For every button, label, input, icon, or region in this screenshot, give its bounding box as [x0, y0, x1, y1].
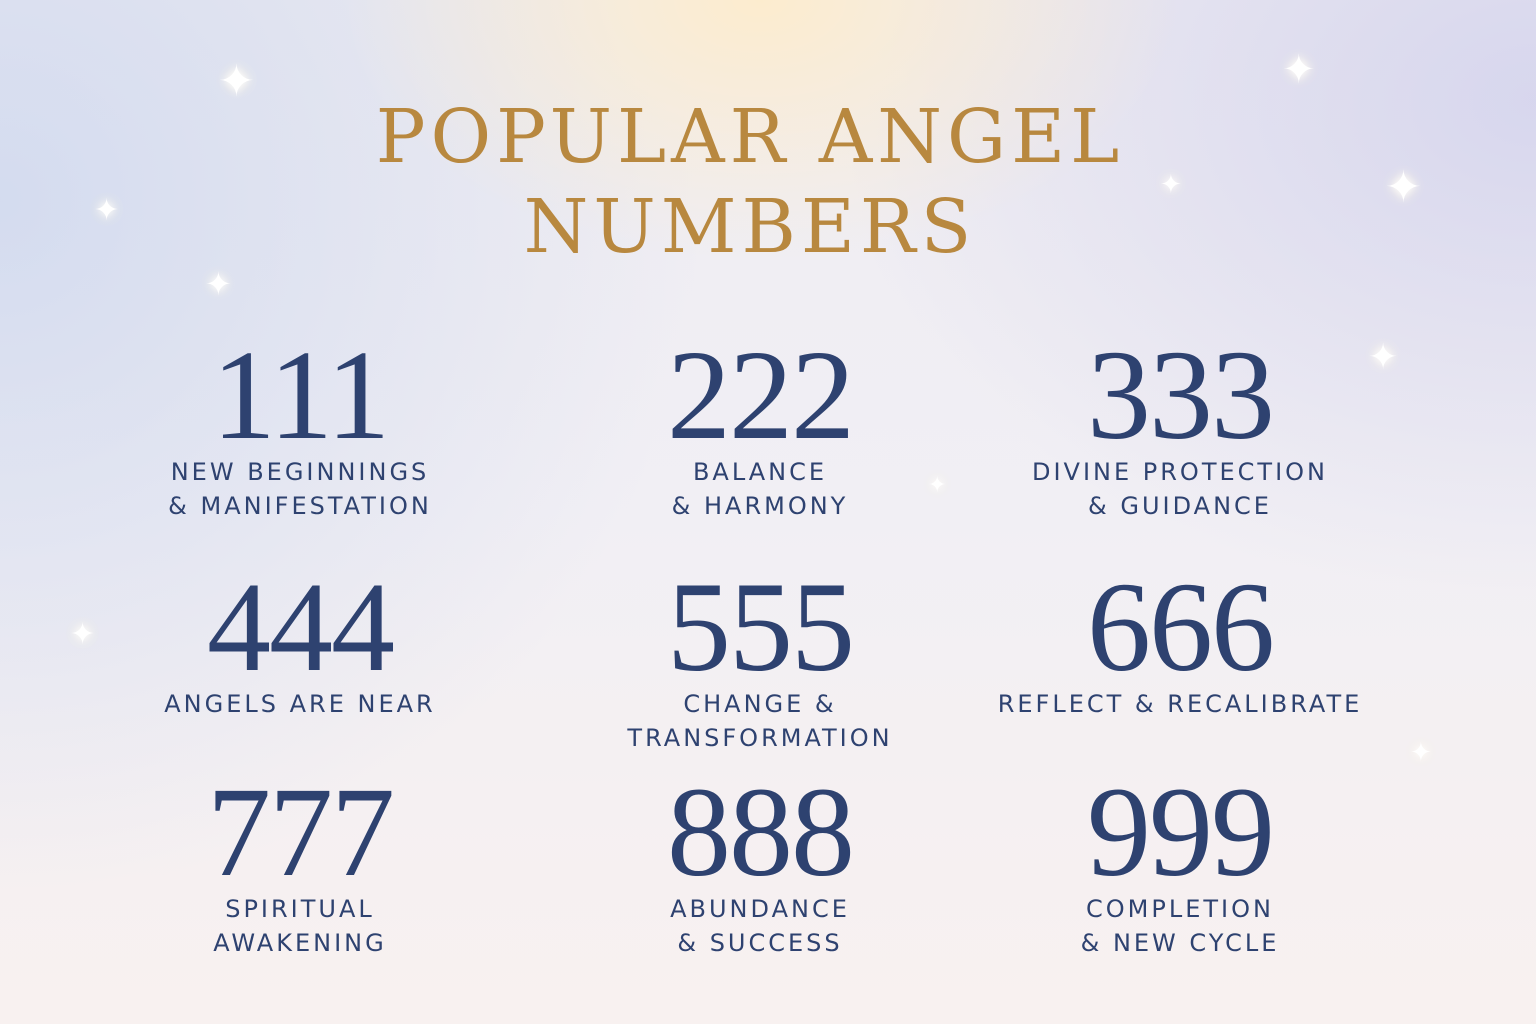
angel-number-meaning: & SUCCESS: [677, 929, 843, 957]
sparkle-icon: ✦: [94, 193, 120, 228]
angel-number-meaning: & NEW CYCLE: [1080, 929, 1280, 957]
angel-number: 777: [207, 761, 395, 903]
angel-number-meaning: CHANGE &: [683, 690, 837, 718]
angel-number-meaning: NEW BEGINNINGS: [170, 458, 430, 486]
angel-number: 444: [207, 556, 395, 698]
angel-number: 111: [211, 324, 391, 466]
title-line-1: POPULAR ANGEL: [375, 94, 1125, 180]
angel-number-meaning: DIVINE PROTECTION: [1031, 458, 1328, 486]
angel-number-meaning: ABUNDANCE: [670, 895, 850, 923]
angel-number-card: 999 COMPLETION & NEW CYCLE: [950, 761, 1410, 960]
angel-number-meaning: AWAKENING: [213, 929, 387, 957]
angel-number-meaning: & MANIFESTATION: [168, 492, 432, 520]
sparkle-icon: ✦: [218, 56, 255, 107]
sparkle-icon: ✦: [1385, 162, 1422, 213]
angel-number-meaning: TRANSFORMATION: [627, 724, 893, 752]
angel-number: 666: [1087, 556, 1275, 698]
angel-number: 888: [667, 761, 855, 903]
angel-number-meaning: COMPLETION: [1086, 895, 1274, 923]
angel-number-card: 555 CHANGE & TRANSFORMATION: [530, 556, 990, 755]
angel-number-meaning: REFLECT & RECALIBRATE: [997, 690, 1363, 718]
angel-number-meaning: SPIRITUAL: [225, 895, 375, 923]
angel-number-meaning: & HARMONY: [671, 492, 849, 520]
title-line-2: NUMBERS: [523, 184, 977, 270]
angel-number-card: 111 NEW BEGINNINGS & MANIFESTATION: [70, 324, 530, 523]
angel-number: 555: [667, 556, 855, 698]
sparkle-icon: ✦: [1368, 337, 1399, 378]
angel-number-card: 333 DIVINE PROTECTION & GUIDANCE: [950, 324, 1410, 523]
sparkle-icon: ✦: [1410, 738, 1432, 768]
angel-number-card: 888 ABUNDANCE & SUCCESS: [530, 761, 990, 960]
angel-number-card: 666 REFLECT & RECALIBRATE: [950, 556, 1410, 721]
sparkle-icon: ✦: [928, 473, 947, 498]
angel-number-card: 222 BALANCE & HARMONY: [530, 324, 990, 523]
angel-number-card: 777 SPIRITUAL AWAKENING: [70, 761, 530, 960]
sparkle-icon: ✦: [1160, 170, 1182, 200]
angel-number-meaning: ANGELS ARE NEAR: [164, 690, 436, 718]
angel-number-card: 444 ANGELS ARE NEAR: [70, 556, 530, 721]
sparkle-icon: ✦: [205, 265, 232, 303]
page-title: POPULAR ANGEL NUMBERS: [0, 92, 1500, 272]
angel-number: 333: [1087, 324, 1275, 466]
sparkle-icon: ✦: [1282, 47, 1316, 93]
angel-number: 999: [1087, 761, 1275, 903]
angel-number-meaning: & GUIDANCE: [1088, 492, 1272, 520]
angel-number-meaning: BALANCE: [692, 458, 828, 486]
angel-number: 222: [667, 324, 855, 466]
sparkle-icon: ✦: [70, 617, 96, 652]
